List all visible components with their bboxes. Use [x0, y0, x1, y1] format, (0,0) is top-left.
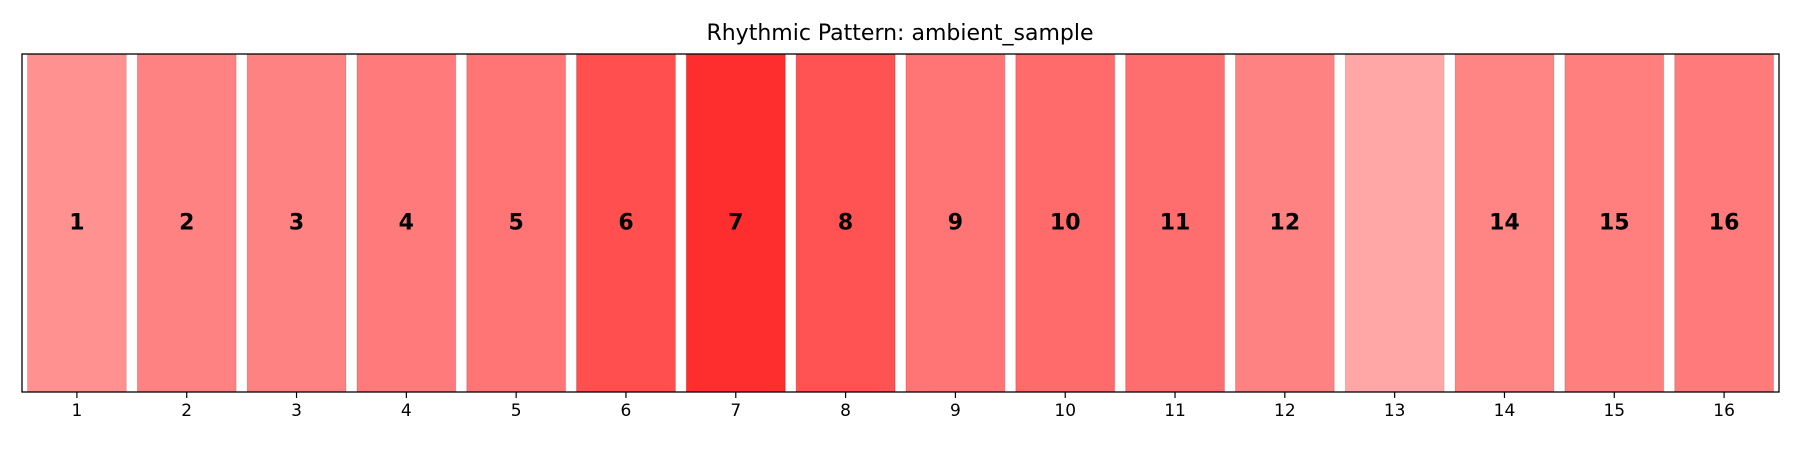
bar-4 [356, 53, 457, 393]
x-tick-label-7: 7 [730, 401, 741, 421]
bar-13 [1344, 53, 1445, 393]
bar-label-8: 8 [838, 211, 853, 236]
bar-8 [795, 53, 896, 393]
bar-15 [1564, 53, 1665, 393]
x-tick-label-1: 1 [71, 401, 82, 421]
bar-label-6: 6 [618, 211, 633, 236]
x-tick-label-12: 12 [1274, 401, 1296, 421]
x-tick-label-9: 9 [950, 401, 961, 421]
x-tick-label-3: 3 [291, 401, 302, 421]
bar-5 [466, 53, 567, 393]
bars [26, 53, 1775, 393]
bar-2 [136, 53, 237, 393]
bar-6 [576, 53, 676, 393]
bar-label-12: 12 [1270, 211, 1301, 236]
bar-label-16: 16 [1709, 211, 1740, 236]
x-tick-label-4: 4 [401, 401, 412, 421]
x-tick-label-10: 10 [1054, 401, 1076, 421]
bar-label-11: 11 [1160, 211, 1191, 236]
x-tick-label-8: 8 [840, 401, 851, 421]
bar-16 [1674, 53, 1775, 393]
bar-label-7: 7 [728, 211, 743, 236]
bar-label-14: 14 [1489, 211, 1520, 236]
bar-label-10: 10 [1050, 211, 1081, 236]
bar-label-3: 3 [289, 211, 304, 236]
x-tick-label-11: 11 [1164, 401, 1186, 421]
bar-label-15: 15 [1599, 211, 1630, 236]
bar-label-9: 9 [948, 211, 963, 236]
bar-7 [685, 53, 786, 393]
x-tick-label-13: 13 [1384, 401, 1406, 421]
bar-11 [1125, 53, 1225, 393]
bar-label-2: 2 [179, 211, 194, 236]
bar-10 [1015, 53, 1116, 393]
x-axis-ticks: 1 2 3 4 5 6 7 8 9 10 11 12 13 14 15 16 [71, 392, 1735, 421]
bar-label-1: 1 [69, 211, 84, 236]
bar-labels: 1 2 3 4 5 6 7 8 9 10 11 12 14 15 16 [69, 211, 1739, 236]
chart-title: Rhythmic Pattern: ambient_sample [706, 21, 1093, 46]
x-tick-label-6: 6 [621, 401, 632, 421]
x-tick-label-15: 15 [1603, 401, 1625, 421]
plot-frame [21, 53, 1780, 393]
bar-label-5: 5 [509, 211, 524, 236]
x-tick-label-16: 16 [1713, 401, 1735, 421]
x-tick-label-14: 14 [1494, 401, 1516, 421]
x-tick-label-2: 2 [181, 401, 192, 421]
x-tick-label-5: 5 [511, 401, 522, 421]
bar-1 [26, 53, 127, 393]
bar-label-4: 4 [399, 211, 414, 236]
bar-12 [1234, 53, 1335, 393]
